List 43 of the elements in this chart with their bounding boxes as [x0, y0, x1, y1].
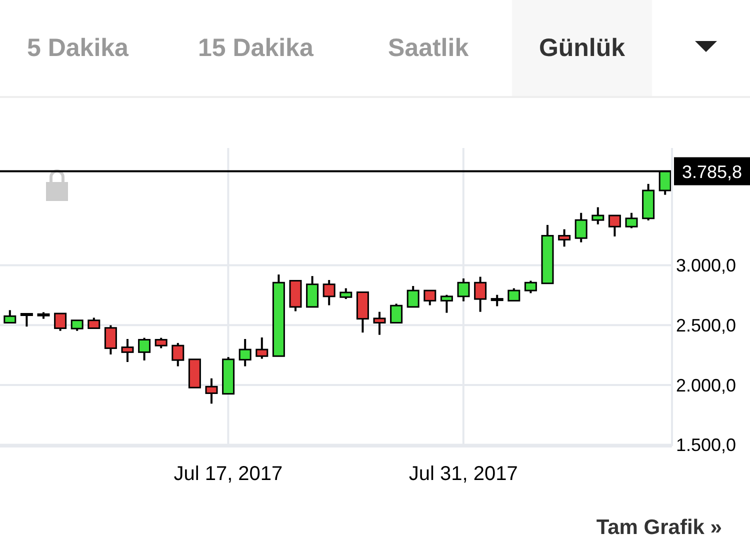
candlestick	[440, 294, 453, 314]
x-tick-label: Jul 31, 2017	[408, 463, 518, 486]
candlestick	[306, 275, 319, 308]
text: Günlük	[512, 0, 652, 96]
text: 15 Dakika	[198, 32, 314, 64]
candlestick	[154, 336, 168, 350]
candlestick	[138, 336, 151, 362]
candlestick	[322, 279, 336, 306]
candlestick	[625, 212, 638, 230]
y-tick-label: 2.500,0	[676, 316, 736, 336]
text: 5 Dakika	[27, 32, 128, 64]
candlestick	[4, 309, 16, 324]
candlestick	[121, 338, 134, 363]
candlestick	[490, 294, 504, 308]
candlestick	[70, 319, 84, 332]
y-tick-label: 2.000,0	[676, 375, 736, 396]
candlestick	[592, 206, 604, 226]
candlestick	[340, 287, 352, 300]
candlestick	[524, 280, 537, 294]
candlestick	[373, 310, 386, 336]
candlestick	[574, 212, 588, 244]
candlestick	[205, 377, 218, 405]
candlestick	[508, 287, 520, 302]
ref-line-label: 3.785,8	[682, 162, 742, 182]
candlestick	[20, 312, 33, 328]
candlestick	[406, 284, 420, 308]
candlestick	[256, 336, 268, 360]
candlestick	[390, 302, 403, 324]
candlestick	[238, 338, 252, 368]
text: Tam Grafik »	[596, 516, 722, 540]
candlestick	[457, 277, 470, 302]
candlestick	[474, 276, 487, 313]
candlestick	[54, 312, 67, 332]
y-tick-label: 1.500,0	[676, 435, 736, 456]
candlestick	[104, 324, 117, 356]
candlestick	[88, 316, 100, 330]
candlestick	[424, 290, 436, 306]
text: Saatlik	[388, 32, 469, 64]
candlestick	[608, 214, 621, 238]
x-tick-label: Jul 17, 2017	[174, 463, 283, 486]
candlestick	[172, 342, 184, 368]
candlestick	[558, 228, 571, 248]
y-tick-label: 3.000,0	[676, 256, 736, 276]
